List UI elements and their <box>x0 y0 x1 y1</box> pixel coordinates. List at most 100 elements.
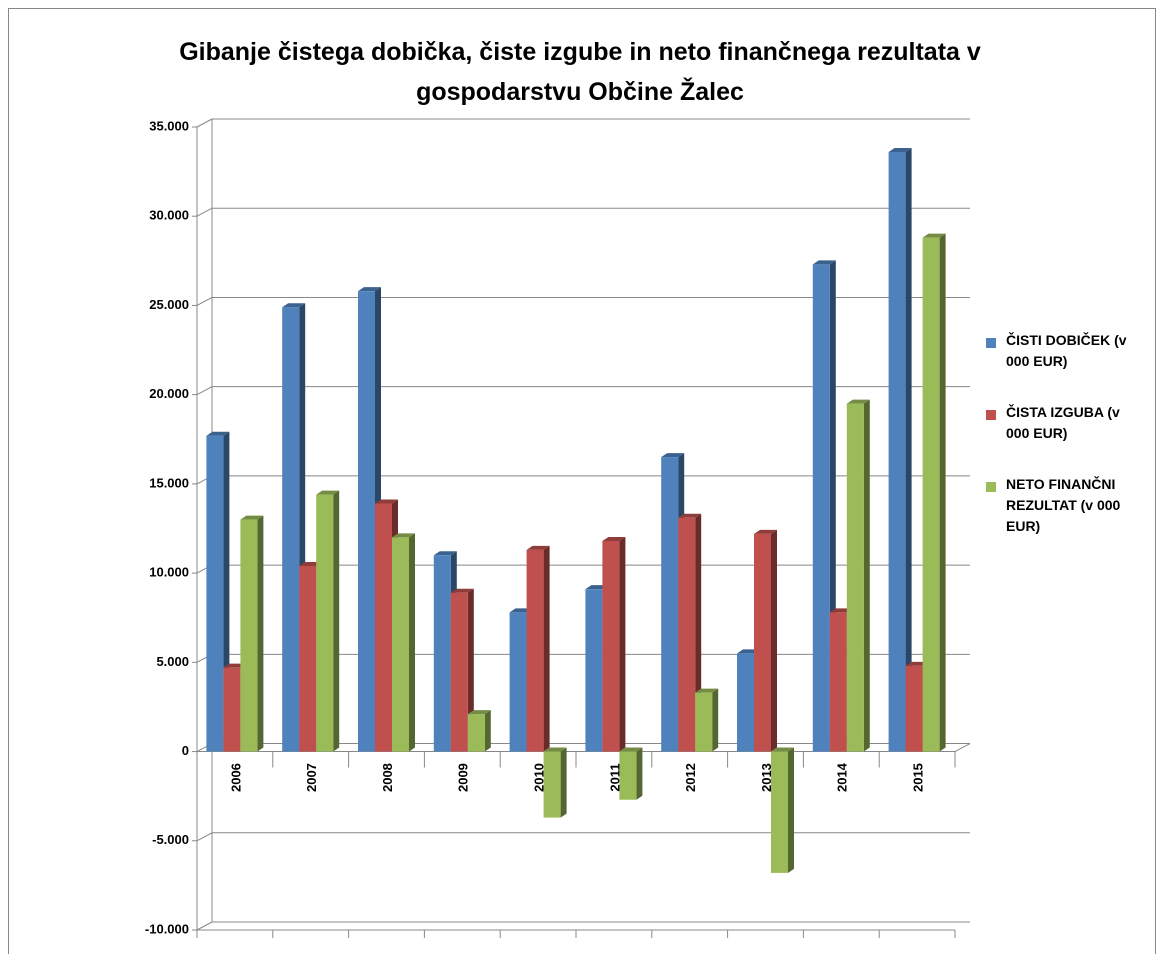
bar-side <box>543 545 550 752</box>
chart-title: Gibanje čistega dobička, čiste izgube in… <box>179 38 981 106</box>
bar <box>678 517 696 752</box>
bar <box>754 533 771 752</box>
bar <box>206 435 224 752</box>
bar-top <box>206 431 230 436</box>
bar-top <box>888 147 912 152</box>
bar <box>450 592 468 752</box>
bar <box>433 555 451 752</box>
bar <box>905 665 923 752</box>
bar-side <box>619 536 626 752</box>
x-tick-label: 2013 <box>759 763 774 792</box>
bar <box>737 653 754 752</box>
bar <box>223 667 241 752</box>
bar-top <box>543 747 567 752</box>
x-tick-label: 2006 <box>228 763 243 792</box>
legend-swatch <box>986 338 996 348</box>
bar-side <box>560 747 567 818</box>
bar <box>240 519 258 752</box>
x-tick-label: 2012 <box>683 763 698 792</box>
legend-label: ČISTA IZGUBA (v 000 EUR) <box>1006 404 1120 441</box>
bar-top <box>846 399 870 404</box>
bar-side <box>788 747 794 873</box>
legend-item: ČISTA IZGUBA (v 000 EUR) <box>980 402 1136 444</box>
bar <box>299 565 317 752</box>
bar-top <box>754 529 777 534</box>
bar <box>392 537 409 752</box>
bar-side <box>333 490 340 752</box>
bar <box>509 612 527 752</box>
bar-top <box>316 490 340 495</box>
bar-top <box>602 536 626 541</box>
bar <box>619 751 637 800</box>
bar-top <box>358 287 381 292</box>
grid-line <box>196 297 213 306</box>
bar-top <box>661 453 685 458</box>
y-tick-label: -10.000 <box>145 921 189 936</box>
bar-side <box>863 399 870 752</box>
bar <box>316 494 334 752</box>
x-tick-label: 2014 <box>835 762 850 792</box>
bar-side <box>257 515 264 752</box>
bar-top <box>450 588 474 593</box>
y-tick-label: 10.000 <box>149 565 189 580</box>
bar <box>358 291 375 752</box>
x-tick-label: 2015 <box>911 763 926 792</box>
bar <box>829 612 847 752</box>
bar-top <box>922 233 946 238</box>
bar-top <box>619 747 643 752</box>
bar <box>543 751 561 818</box>
bar <box>282 307 300 752</box>
bar <box>602 540 620 752</box>
grid-line <box>196 921 213 931</box>
bar-top <box>467 710 491 715</box>
legend-label: ČISTI DOBIČEK (v 000 EUR) <box>1006 332 1127 369</box>
bar-side <box>467 588 474 752</box>
bar-side <box>905 147 912 752</box>
bar-side <box>771 529 777 752</box>
bar-top <box>392 533 415 538</box>
y-tick-label: 15.000 <box>149 475 189 490</box>
bar <box>375 503 392 752</box>
bar <box>661 457 679 752</box>
bar-top <box>695 688 719 693</box>
bar <box>812 264 830 752</box>
bar-top <box>771 747 794 752</box>
legend: ČISTI DOBIČEK (v 000 EUR) ČISTA IZGUBA (v… <box>980 330 1140 567</box>
bar-top <box>678 513 702 518</box>
legend-label: NETO FINANČNI REZULTAT (v 000 EUR) <box>1006 476 1121 534</box>
x-tick-label: 2008 <box>380 763 395 792</box>
bar-top <box>433 551 457 556</box>
y-tick-label: 0 <box>182 743 189 758</box>
y-tick-label: 30.000 <box>149 208 189 223</box>
bar <box>922 237 940 752</box>
y-tick-label: 35.000 <box>149 118 189 133</box>
grid-line <box>196 118 213 128</box>
legend-item: NETO FINANČNI REZULTAT (v 000 EUR) <box>980 474 1136 537</box>
bar-top <box>812 260 836 265</box>
x-tick-label: 2010 <box>532 763 547 792</box>
bar-side <box>484 710 491 752</box>
legend-item: ČISTI DOBIČEK (v 000 EUR) <box>980 330 1136 372</box>
y-tick-label: 5.000 <box>156 654 189 669</box>
chart-frame <box>8 8 1156 954</box>
bar-top <box>375 499 398 504</box>
bar-side <box>939 233 946 752</box>
bar-side <box>636 747 643 800</box>
bar <box>771 751 788 873</box>
x-axis <box>954 743 971 752</box>
bar-top <box>526 545 550 550</box>
bar <box>526 549 544 752</box>
x-tick-label: 2007 <box>304 763 319 792</box>
bar <box>695 692 713 752</box>
bar-side <box>712 688 719 752</box>
bar <box>585 589 603 752</box>
grid-line <box>196 832 213 842</box>
bar <box>467 714 485 752</box>
bar <box>846 403 864 752</box>
bar-side <box>409 533 415 752</box>
x-tick-label: 2011 <box>607 763 622 791</box>
legend-swatch <box>986 482 996 492</box>
bar <box>888 151 906 752</box>
